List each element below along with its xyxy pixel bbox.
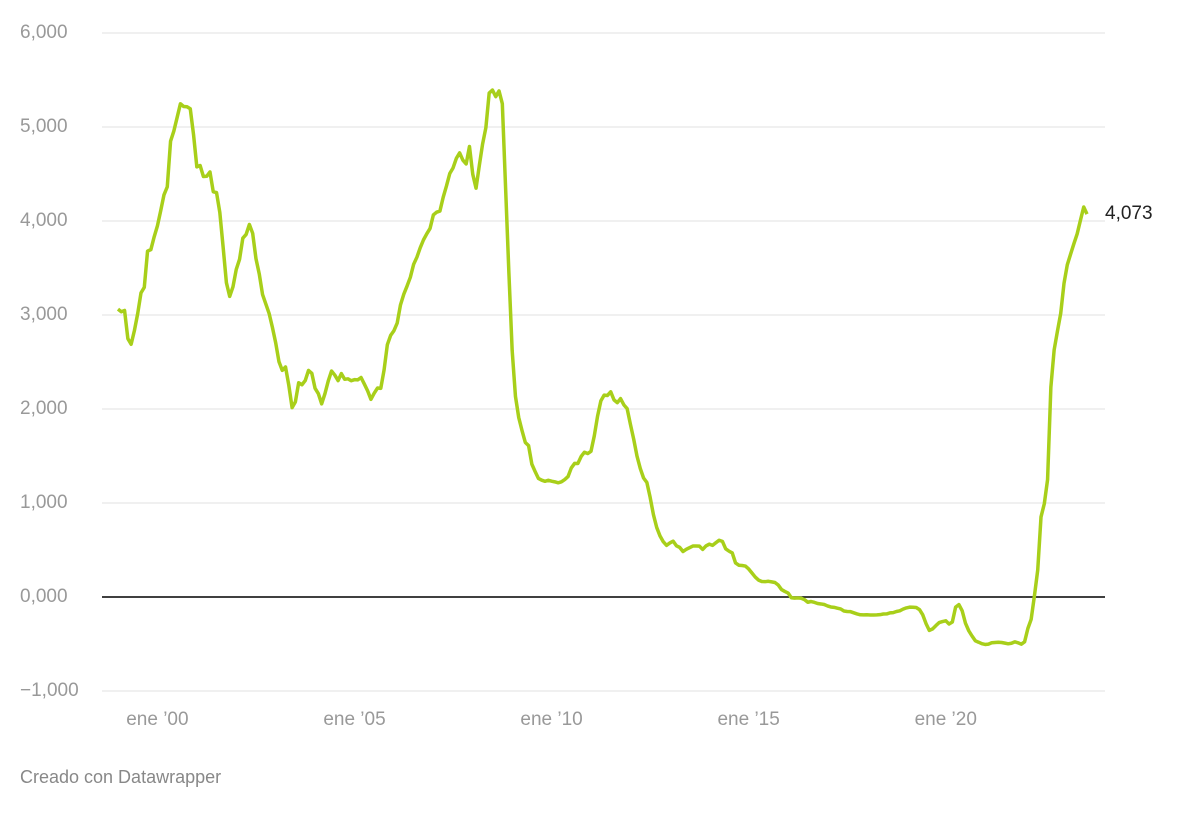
- y-tick-label: 4,000: [20, 210, 68, 231]
- x-tick-label: ene ’10: [520, 709, 582, 730]
- y-tick-label: 1,000: [20, 492, 68, 513]
- x-tick-label: ene ’20: [915, 709, 977, 730]
- y-tick-label: 0,000: [20, 586, 68, 607]
- y-tick-label: 6,000: [20, 22, 68, 43]
- x-tick-label: ene ’15: [717, 709, 779, 730]
- y-tick-label: −1,000: [20, 680, 79, 701]
- data-line: [116, 88, 1089, 647]
- credit: Creado con Datawrapper: [20, 767, 221, 787]
- end-label: 4,073: [1105, 203, 1153, 224]
- y-tick-label: 5,000: [20, 116, 68, 137]
- x-tick-label: ene ’00: [126, 709, 188, 730]
- y-tick-label: 3,000: [20, 304, 68, 325]
- y-tick-label: 2,000: [20, 398, 68, 419]
- x-tick-label: ene ’05: [323, 709, 385, 730]
